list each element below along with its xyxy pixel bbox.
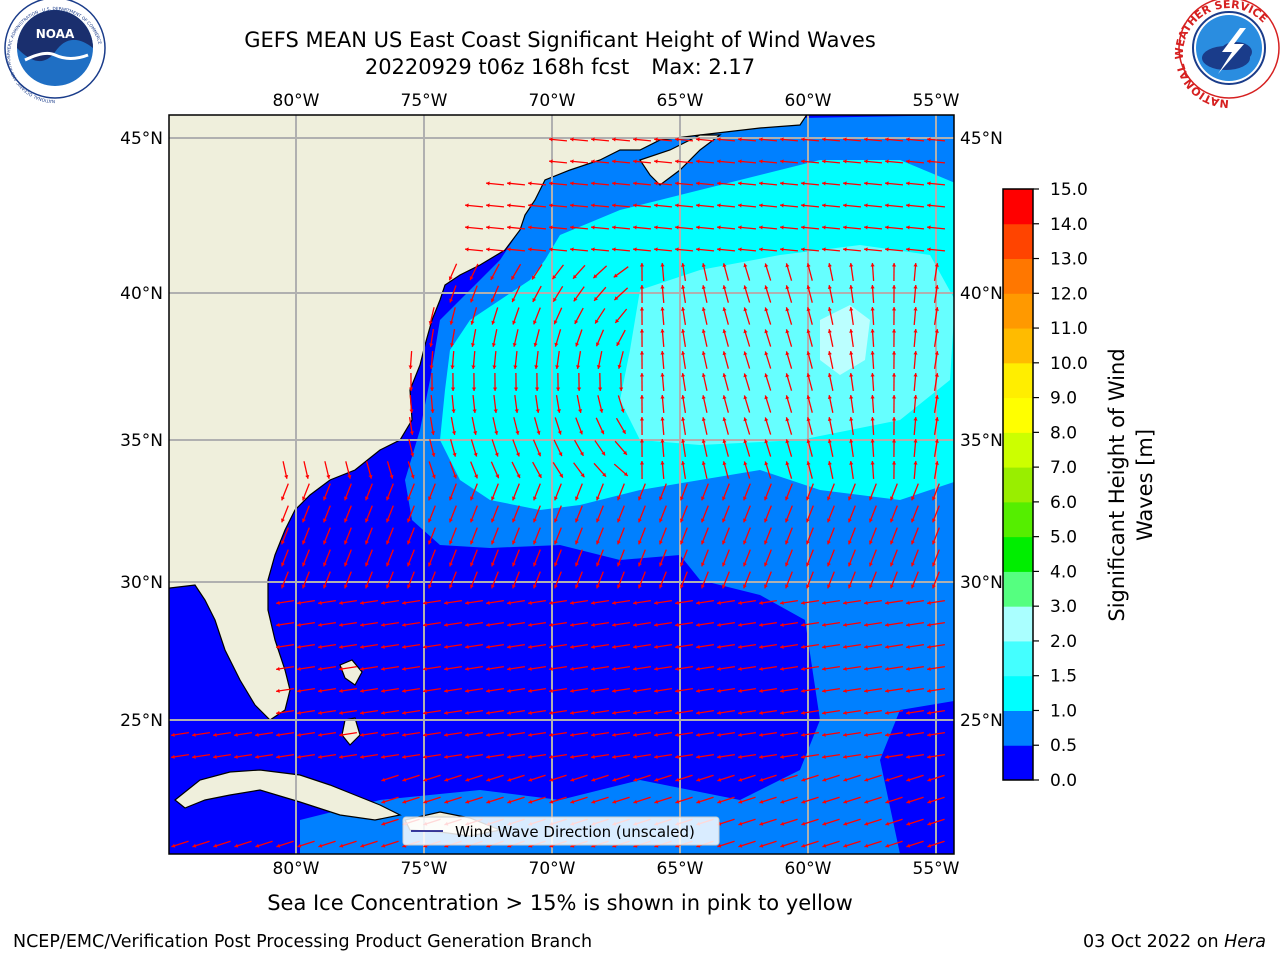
chart-subtitle: 20220929 t06z 168h fcst Max: 2.17 — [160, 55, 960, 79]
colorbar-segment — [1003, 640, 1033, 677]
lat-tick-label: 25°N — [120, 711, 163, 731]
forecast-label: 20220929 t06z 168h fcst — [364, 55, 630, 79]
lat-ticks-right: 45°N 40°N 35°N 30°N 25°N — [960, 129, 1003, 731]
chart-title: GEFS MEAN US East Coast Significant Heig… — [244, 28, 876, 52]
lon-tick-label: 55°W — [913, 91, 960, 111]
colorbar-tick-label: 5.0 — [1050, 528, 1077, 548]
lon-tick-label: 70°W — [529, 859, 576, 879]
legend-label: Wind Wave Direction (unscaled) — [455, 823, 695, 841]
colorbar-tick-label: 1.5 — [1050, 667, 1077, 687]
footer-branch: NCEP/EMC/Verification Post Processing Pr… — [13, 932, 593, 952]
lat-tick-label: 45°N — [960, 129, 1003, 149]
colorbar-segment — [1003, 501, 1033, 538]
colorbar-segment — [1003, 362, 1033, 399]
colorbar-tick-label: 7.0 — [1050, 458, 1077, 478]
colorbar: 0.0 0.5 1.0 1.5 2.0 3.0 4.0 5.0 6.0 7.0 8.0 9.0 10.0… — [1002, 180, 1088, 791]
lon-ticks-top: 80°W 75°W 70°W 65°W 60°W 55°W — [273, 91, 960, 111]
cuba-land — [174, 769, 402, 821]
colorbar-label-2: Waves [m] — [1133, 429, 1157, 541]
colorbar-segment — [1003, 536, 1033, 572]
colorbar-segment — [1003, 293, 1033, 329]
colorbar-segment — [1003, 675, 1033, 711]
graticule — [169, 115, 954, 854]
bahamas-land — [339, 659, 363, 746]
lat-tick-label: 25°N — [960, 711, 1003, 731]
map-panel: Wind Wave Direction (unscaled) — [168, 114, 955, 855]
lat-tick-label: 40°N — [960, 284, 1003, 304]
colorbar-tick-label: 15.0 — [1050, 180, 1088, 200]
colorbar-tick-label: 0.0 — [1050, 771, 1077, 791]
lat-tick-label: 45°N — [120, 129, 163, 149]
colorbar-segment — [1003, 223, 1033, 260]
lon-tick-label: 80°W — [273, 859, 320, 879]
lon-tick-label: 70°W — [529, 91, 576, 111]
legend: Wind Wave Direction (unscaled) — [402, 816, 720, 846]
footer-date: 03 Oct 2022 on Hera — [1083, 932, 1266, 952]
colorbar-tick-label: 6.0 — [1050, 493, 1077, 513]
wind-wave-arrows — [171, 137, 946, 848]
colorbar-segment — [1003, 745, 1033, 781]
colorbar-segment — [1003, 571, 1033, 607]
max-label: Max: 2.17 — [651, 55, 756, 79]
lon-tick-label: 60°W — [785, 91, 832, 111]
colorbar-tick-label: 13.0 — [1050, 250, 1088, 270]
lon-tick-label: 55°W — [913, 859, 960, 879]
axis-labels: 80°W 75°W 70°W 65°W 60°W 55°W 80°W 75°W 70°W 65°… — [120, 91, 1003, 879]
wave-region-1.5 — [620, 245, 954, 445]
colorbar-tick-label: 10.0 — [1050, 354, 1088, 374]
lat-tick-label: 30°N — [960, 573, 1003, 593]
colorbar-segment — [1003, 710, 1033, 746]
map-border — [168, 114, 955, 855]
colorbar-tick-label: 12.0 — [1050, 284, 1088, 304]
colorbar-segment — [1003, 467, 1033, 503]
colorbar-tick-label: 3.0 — [1050, 597, 1077, 617]
lat-ticks-left: 45°N 40°N 35°N 30°N 25°N — [120, 129, 163, 731]
colorbar-tick-label: 14.0 — [1050, 215, 1088, 235]
lat-tick-label: 35°N — [960, 431, 1003, 451]
colorbar-tick-label: 11.0 — [1050, 319, 1088, 339]
lon-tick-label: 80°W — [273, 91, 320, 111]
lon-tick-label: 75°W — [401, 859, 448, 879]
colorbar-tick-label: 1.0 — [1050, 701, 1077, 721]
sea-ice-note: Sea Ice Concentration > 15% is shown in … — [267, 891, 853, 915]
nws-logo: NATIONAL WEATHER SERVICE — [1173, 0, 1280, 110]
colorbar-tick-label: 9.0 — [1050, 389, 1077, 409]
colorbar-segment — [1003, 258, 1033, 294]
lon-tick-label: 65°W — [657, 91, 704, 111]
lon-tick-label: 60°W — [785, 859, 832, 879]
lon-tick-label: 75°W — [401, 91, 448, 111]
colorbar-segment — [1003, 189, 1033, 225]
lat-tick-label: 40°N — [120, 284, 163, 304]
colorbar-tick-label: 2.0 — [1050, 632, 1077, 652]
colorbar-tick-label: 8.0 — [1050, 423, 1077, 443]
lat-tick-label: 35°N — [120, 431, 163, 451]
lon-ticks-bottom: 80°W 75°W 70°W 65°W 60°W 55°W — [273, 859, 960, 879]
footer-machine: Hera — [1224, 932, 1266, 952]
colorbar-tick-label: 4.0 — [1050, 562, 1077, 582]
lat-tick-label: 30°N — [120, 573, 163, 593]
colorbar-segment — [1003, 432, 1033, 468]
lon-tick-label: 65°W — [657, 859, 704, 879]
north-america-land — [169, 115, 808, 721]
colorbar-segment — [1003, 606, 1033, 642]
colorbar-segment — [1003, 328, 1033, 364]
noaa-logo-text: NOAA — [36, 27, 75, 41]
colorbar-tick-label: 0.5 — [1050, 736, 1077, 756]
noaa-logo: NOAA NATIONAL OCEANIC AND ATMOSPHERIC AD… — [4, 0, 106, 104]
colorbar-label-1: Significant Height of Wind — [1105, 348, 1129, 621]
colorbar-segment — [1003, 397, 1033, 433]
footer-date-text: 03 Oct 2022 on — [1083, 932, 1219, 952]
